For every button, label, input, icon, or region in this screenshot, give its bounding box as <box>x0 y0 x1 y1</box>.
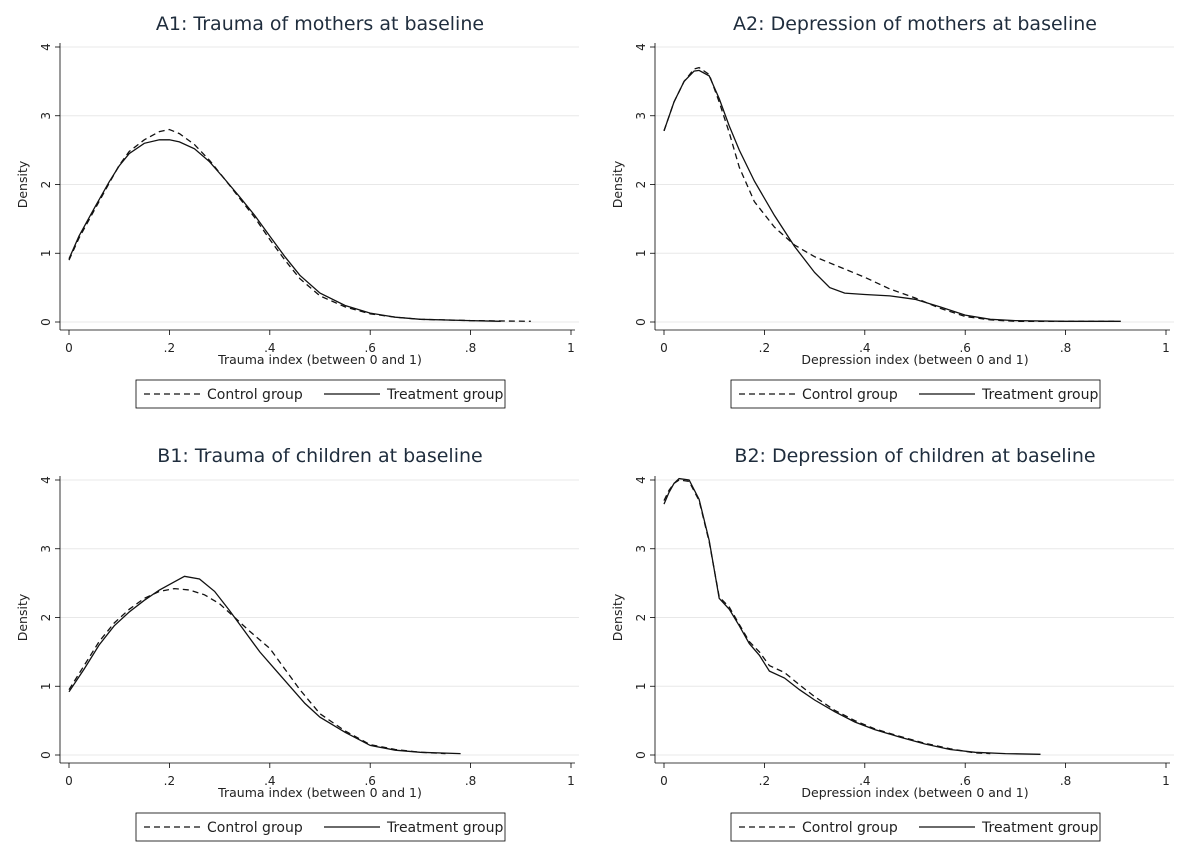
series-line-control-group <box>68 128 531 322</box>
legend-label: Treatment group <box>386 820 503 836</box>
chart-title: B1: Trauma of children at baseline <box>157 445 482 467</box>
x-axis-label: Trauma index (between 0 and 1) <box>217 352 422 367</box>
y-tick-label: 4 <box>39 476 53 484</box>
y-tick-label: 3 <box>634 545 648 553</box>
x-tick-label: .6 <box>959 341 970 355</box>
x-tick-label: .8 <box>465 341 476 355</box>
series-line-control-group <box>663 66 1116 322</box>
x-tick-label: 0 <box>660 774 668 788</box>
x-tick-label: .4 <box>264 774 275 788</box>
y-tick-label: 0 <box>634 751 648 759</box>
x-tick-label: 0 <box>65 341 73 355</box>
x-tick-label: 1 <box>567 774 575 788</box>
x-tick-label: .6 <box>364 341 375 355</box>
x-axis-label: Trauma index (between 0 and 1) <box>217 785 422 800</box>
y-tick-label: 1 <box>39 249 53 257</box>
x-axis-label: Depression index (between 0 and 1) <box>801 352 1028 367</box>
x-tick-label: .2 <box>759 774 770 788</box>
y-tick-label: 0 <box>39 751 53 759</box>
x-tick-label: 0 <box>660 341 668 355</box>
legend-label: Treatment group <box>981 387 1098 403</box>
legend: Control group Treatment group <box>730 379 1101 409</box>
chart-panel-3: B1: Trauma of children at baseline 0 1 2 3 4 0… <box>15 445 579 842</box>
y-tick-label: 0 <box>39 318 53 326</box>
chart-title: A1: Trauma of mothers at baseline <box>156 13 484 35</box>
y-tick-label: 4 <box>634 476 648 484</box>
y-tick-label: 2 <box>634 181 648 189</box>
x-tick-label: .6 <box>364 774 375 788</box>
legend-label: Treatment group <box>981 820 1098 836</box>
series-line-control-group <box>68 587 446 755</box>
x-tick-label: .2 <box>759 341 770 355</box>
series-line-treatment-group <box>68 575 461 755</box>
legend: Control group Treatment group <box>135 812 506 842</box>
x-tick-label: 1 <box>567 341 575 355</box>
series-line-treatment-group <box>68 139 501 322</box>
series-line-treatment-group <box>663 69 1121 322</box>
series-line-control-group <box>663 479 991 755</box>
x-tick-label: .4 <box>859 774 870 788</box>
x-tick-label: 1 <box>1162 341 1170 355</box>
legend-box <box>135 379 506 409</box>
y-tick-label: 2 <box>39 614 53 622</box>
y-tick-label: 1 <box>39 682 53 690</box>
x-tick-label: .8 <box>1060 774 1071 788</box>
x-tick-label: .8 <box>465 774 476 788</box>
y-axis-label: Density <box>610 160 625 208</box>
y-tick-label: 3 <box>39 112 53 120</box>
y-tick-label: 3 <box>39 545 53 553</box>
x-tick-label: .2 <box>164 341 175 355</box>
y-tick-label: 0 <box>634 318 648 326</box>
chart-panel-2: A2: Depression of mothers at baseline 0 1 2… <box>610 13 1174 409</box>
chart-title: A2: Depression of mothers at baseline <box>733 13 1097 35</box>
y-axis-label: Density <box>610 593 625 641</box>
y-tick-label: 4 <box>634 43 648 51</box>
chart-title: B2: Depression of children at baseline <box>734 445 1095 467</box>
series-line-treatment-group <box>663 477 1041 755</box>
x-tick-label: .6 <box>959 774 970 788</box>
x-tick-label: .2 <box>164 774 175 788</box>
legend: Control group Treatment group <box>135 379 506 409</box>
legend-label: Control group <box>207 820 303 836</box>
legend-label: Control group <box>207 387 303 403</box>
x-axis-label: Depression index (between 0 and 1) <box>801 785 1028 800</box>
y-tick-label: 3 <box>634 112 648 120</box>
y-tick-label: 2 <box>39 181 53 189</box>
y-tick-label: 2 <box>634 614 648 622</box>
legend-label: Treatment group <box>386 387 503 403</box>
chart-panel-4: B2: Depression of children at baseline 0 1… <box>610 445 1174 842</box>
legend: Control group Treatment group <box>730 812 1101 842</box>
y-axis-label: Density <box>15 160 30 208</box>
y-axis-label: Density <box>15 593 30 641</box>
x-tick-label: .8 <box>1060 341 1071 355</box>
legend-label: Control group <box>802 387 898 403</box>
x-tick-label: 1 <box>1162 774 1170 788</box>
legend-label: Control group <box>802 820 898 836</box>
x-tick-label: .4 <box>264 341 275 355</box>
x-tick-label: 0 <box>65 774 73 788</box>
chart-panel-1: A1: Trauma of mothers at baseline 0 1 2 3 4 0.… <box>15 13 579 409</box>
x-tick-label: .4 <box>859 341 870 355</box>
y-tick-label: 1 <box>634 249 648 257</box>
y-tick-label: 4 <box>39 43 53 51</box>
y-tick-label: 1 <box>634 682 648 690</box>
